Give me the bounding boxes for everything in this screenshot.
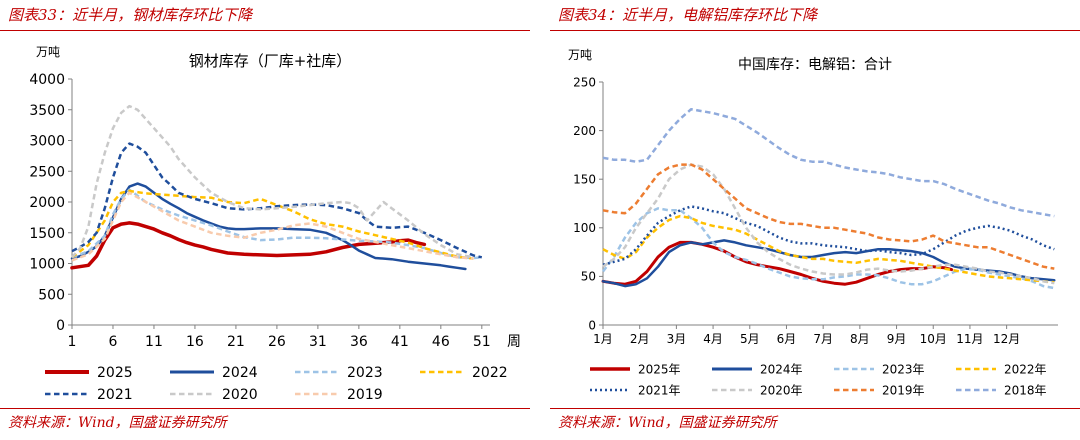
x-tick-label: 12月 (993, 332, 1020, 346)
y-axis-unit: 万吨 (568, 48, 592, 62)
y-tick-label: 1000 (29, 257, 65, 273)
legend-label: 2024 (222, 365, 258, 381)
x-tick-label: 9月 (887, 332, 907, 346)
x-tick-label: 26 (268, 334, 286, 350)
y-tick-label: 3500 (29, 103, 65, 119)
legend-label: 2019 (347, 387, 383, 403)
y-tick-label: 1500 (29, 226, 65, 242)
y-tick-label: 150 (573, 173, 596, 187)
y-tick-label: 0 (56, 318, 65, 334)
y-tick-label: 2000 (29, 195, 65, 211)
x-tick-label: 3月 (667, 332, 687, 346)
x-tick-label: 6月 (777, 332, 797, 346)
y-tick-label: 250 (573, 75, 596, 89)
figure-title: 图表33：近半月，钢材库存环比下降 (8, 6, 253, 24)
legend-label: 2020 (222, 387, 258, 403)
x-tick-label: 51 (473, 334, 491, 350)
series-line (601, 240, 954, 286)
x-tick-label: 2月 (630, 332, 650, 346)
x-tick-label: 41 (391, 334, 409, 350)
series-line (71, 191, 474, 262)
x-tick-label: 6 (109, 334, 118, 350)
source-divider (0, 408, 530, 409)
x-tick-label: 1月 (593, 332, 613, 346)
legend-label: 2025年 (638, 362, 681, 376)
x-tick-label: 11月 (956, 332, 983, 346)
series-line (71, 188, 482, 260)
left-figure-panel: 图表33：近半月，钢材库存环比下降 钢材库存（厂库+社库） 万吨 0 500 1000 1… (0, 0, 530, 440)
series-line (602, 207, 1055, 290)
series-line (602, 205, 1055, 266)
legend-label: 2021年 (638, 383, 681, 397)
legend-label: 2020年 (760, 383, 803, 397)
right-figure-panel: 图表34：近半月，电解铝库存环比下降 中国库存：电解铝：合计 万吨 0 50 100 15… (550, 0, 1080, 440)
x-tick-label: 21 (227, 334, 245, 350)
y-tick-label: 200 (573, 124, 596, 138)
legend-label: 2018年 (1004, 383, 1047, 397)
legend-label: 2021 (97, 387, 133, 403)
x-tick-label: 1 (68, 334, 77, 350)
chart-title: 钢材库存（厂库+社库） (189, 52, 352, 70)
legend-label: 2022 (472, 365, 508, 381)
legend-label: 2023 (347, 365, 383, 381)
source-note: 资料来源：Wind，国盛证券研究所 (558, 415, 777, 431)
y-tick-label: 50 (581, 270, 596, 284)
x-tick-label: 4月 (703, 332, 723, 346)
x-tick-label: 7月 (813, 332, 833, 346)
legend-label: 2025 (97, 365, 133, 381)
x-tick-label: 46 (432, 334, 450, 350)
y-tick-label: 0 (588, 318, 596, 332)
legend-label: 2023年 (882, 362, 925, 376)
y-axis-unit: 万吨 (36, 45, 60, 59)
x-tick-label: 8月 (850, 332, 870, 346)
y-tick-label: 100 (573, 221, 596, 235)
x-axis-unit: 周 (507, 334, 521, 350)
legend-label: 2019年 (882, 383, 925, 397)
title-divider (0, 30, 530, 31)
x-tick-label: 31 (309, 334, 327, 350)
series-line (71, 189, 474, 260)
source-divider (550, 408, 1080, 409)
chart-title: 中国库存：电解铝：合计 (738, 57, 892, 73)
y-tick-label: 2500 (29, 164, 65, 180)
x-tick-label: 16 (186, 334, 204, 350)
series-line (71, 104, 474, 259)
x-tick-label: 36 (350, 334, 368, 350)
legend-label: 2024年 (760, 362, 803, 376)
title-divider (550, 30, 1080, 31)
legend-label: 2022年 (1004, 362, 1047, 376)
steel-inventory-chart: 钢材库存（厂库+社库） 万吨 0 500 1000 1500 2000 2500 3000 350… (29, 45, 521, 403)
aluminum-inventory-chart: 中国库存：电解铝：合计 万吨 0 50 100 150 200 250 1月 2月 3月 4月 5月 6月… (568, 48, 1058, 397)
series-line (602, 214, 1055, 284)
y-tick-label: 3000 (29, 134, 65, 150)
source-note: 资料来源：Wind，国盛证券研究所 (8, 415, 227, 431)
series-line (602, 163, 1055, 270)
x-tick-label: 10月 (920, 332, 947, 346)
series-line (70, 182, 467, 271)
series-line (602, 163, 1055, 285)
y-tick-label: 4000 (29, 72, 65, 88)
x-tick-label: 11 (145, 334, 163, 350)
x-tick-label: 5月 (740, 332, 760, 346)
series-line (71, 142, 483, 259)
figure-title: 图表34：近半月，电解铝库存环比下降 (558, 6, 818, 24)
series-line (602, 107, 1055, 218)
series-line (70, 221, 427, 270)
y-tick-label: 500 (38, 287, 65, 303)
